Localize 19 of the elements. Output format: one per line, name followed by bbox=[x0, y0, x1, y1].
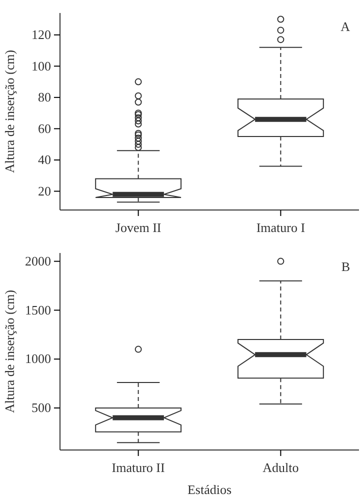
x-tick-label: Adulto bbox=[262, 460, 299, 475]
y-axis-title: Altura de inserção (cm) bbox=[2, 290, 17, 414]
y-tick-label: 60 bbox=[38, 120, 51, 136]
x-axis-title: Estádios bbox=[187, 482, 232, 497]
y-tick-label: 500 bbox=[32, 400, 51, 416]
y-axis-title: Altura de inserção (cm) bbox=[2, 50, 17, 174]
y-tick-label: 80 bbox=[38, 90, 51, 105]
y-tick-label: 120 bbox=[32, 27, 51, 42]
annotation: A bbox=[340, 19, 351, 34]
y-tick-label: 2000 bbox=[25, 253, 51, 268]
x-tick-label: Imaturo II bbox=[112, 460, 165, 475]
annotation: B bbox=[341, 259, 350, 274]
x-tick-label: Jovem II bbox=[115, 220, 162, 235]
y-tick-label: 20 bbox=[38, 183, 51, 198]
y-tick-label: 40 bbox=[38, 152, 51, 168]
y-tick-label: 1000 bbox=[25, 351, 51, 366]
y-tick-label: 1500 bbox=[25, 302, 51, 318]
x-tick-label: Imaturo I bbox=[256, 220, 306, 235]
y-tick-label: 100 bbox=[32, 58, 51, 74]
